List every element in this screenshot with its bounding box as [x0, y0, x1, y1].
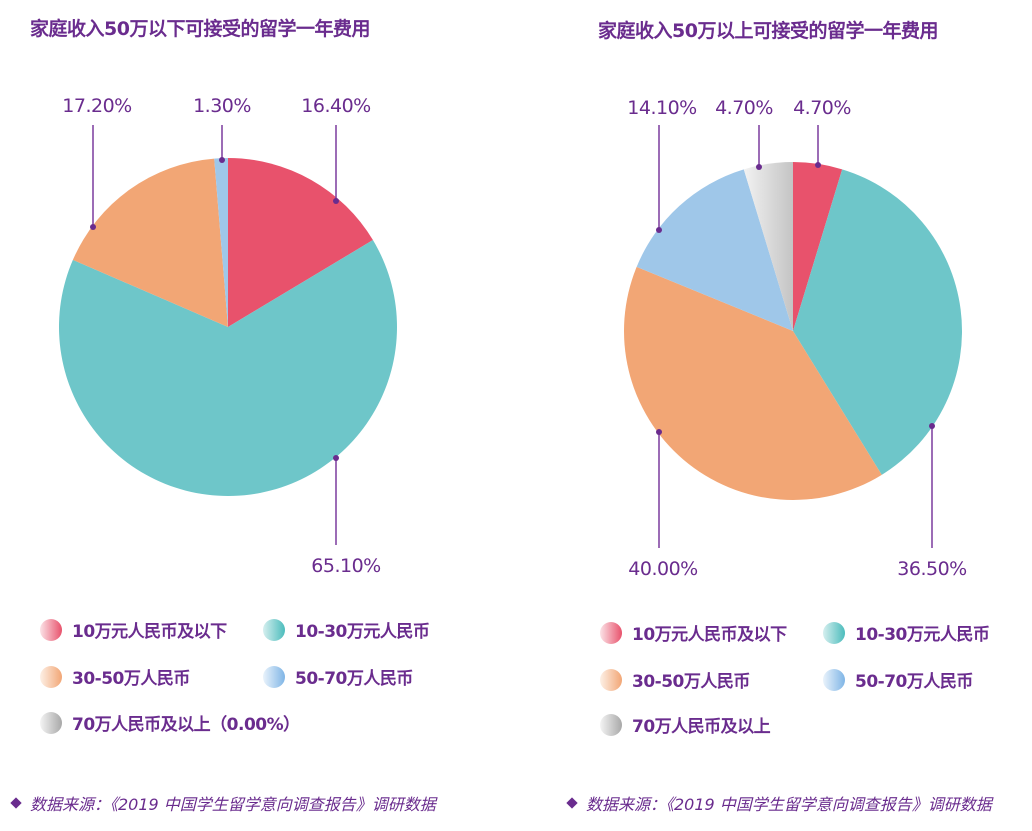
left-pie: [58, 158, 398, 497]
left-label-red: 16.40%: [301, 95, 371, 117]
right-label-red: 4.70%: [793, 97, 851, 119]
diamond-bullet-icon: [566, 797, 578, 809]
right-data-source: 数据来源：《2019 中国学生留学意向调查报告》调研数据: [566, 791, 992, 815]
source-text: 数据来源：《2019 中国学生留学意向调查报告》调研数据: [30, 795, 436, 814]
legend-swatch-blue-icon: [823, 668, 845, 691]
legend-label: 50-70万人民币: [855, 672, 973, 692]
legend-swatch-red-icon: [600, 621, 622, 644]
left-legend-item-under-10w: 10万元人民币及以下: [40, 617, 227, 642]
pie-slice: [743, 162, 793, 331]
legend-swatch-teal-icon: [823, 621, 845, 644]
pie-slice: [58, 240, 398, 497]
legend-label: 30-50万人民币: [632, 672, 750, 692]
legend-swatch-red-icon: [40, 618, 62, 641]
right-label-blue: 14.10%: [627, 97, 697, 119]
legend-swatch-blue-icon: [263, 665, 285, 688]
left-legend-item-30-50w: 30-50万人民币: [40, 664, 190, 689]
legend-swatch-grey-icon: [600, 713, 622, 736]
legend-label: 10-30万元人民币: [295, 622, 430, 642]
right-legend-item-over-70w: 70万人民币及以上: [600, 712, 771, 737]
left-label-blue: 1.30%: [193, 95, 251, 117]
right-legend-item-50-70w: 50-70万人民币: [823, 667, 973, 692]
right-pie: [624, 162, 962, 501]
left-label-orange: 17.20%: [62, 95, 132, 117]
right-legend-item-10-30w: 10-30万元人民币: [823, 620, 990, 645]
left-legend-item-over-70w: 70万人民币及以上（0.00%）: [40, 710, 300, 735]
right-legend-item-under-10w: 10万元人民币及以下: [600, 620, 787, 645]
diamond-bullet-icon: [10, 797, 22, 809]
source-text: 数据来源：《2019 中国学生留学意向调查报告》调研数据: [586, 795, 992, 814]
pie-slice: [636, 169, 793, 331]
left-data-source: 数据来源：《2019 中国学生留学意向调查报告》调研数据: [10, 791, 436, 815]
left-legend-item-50-70w: 50-70万人民币: [263, 664, 413, 689]
left-chart-title: 家庭收入50万以下可接受的留学一年费用: [30, 18, 370, 40]
legend-label: 10-30万元人民币: [855, 625, 990, 645]
pie-slice: [793, 162, 843, 331]
right-legend-item-30-50w: 30-50万人民币: [600, 667, 750, 692]
legend-label: 30-50万人民币: [72, 669, 190, 689]
right-label-grey: 4.70%: [715, 97, 773, 119]
pie-slice: [793, 169, 962, 475]
legend-swatch-orange-icon: [40, 665, 62, 688]
legend-label: 70万人民币及以上: [632, 717, 771, 737]
legend-swatch-grey-icon: [40, 711, 62, 734]
leader-lines: [90, 125, 935, 548]
right-label-teal: 36.50%: [897, 558, 967, 580]
pie-slice: [214, 158, 228, 327]
legend-label: 10万元人民币及以下: [72, 622, 227, 642]
legend-label: 10万元人民币及以下: [632, 625, 787, 645]
legend-swatch-orange-icon: [600, 668, 622, 691]
left-label-teal: 65.10%: [311, 555, 381, 577]
legend-label: 70万人民币及以上（0.00%）: [72, 715, 300, 735]
pie-slice: [72, 158, 228, 327]
legend-label: 50-70万人民币: [295, 669, 413, 689]
right-label-orange: 40.00%: [628, 558, 698, 580]
left-legend-item-10-30w: 10-30万元人民币: [263, 617, 430, 642]
right-chart-title: 家庭收入50万以上可接受的留学一年费用: [598, 20, 938, 42]
pie-slice: [624, 266, 882, 501]
legend-swatch-teal-icon: [263, 618, 285, 641]
